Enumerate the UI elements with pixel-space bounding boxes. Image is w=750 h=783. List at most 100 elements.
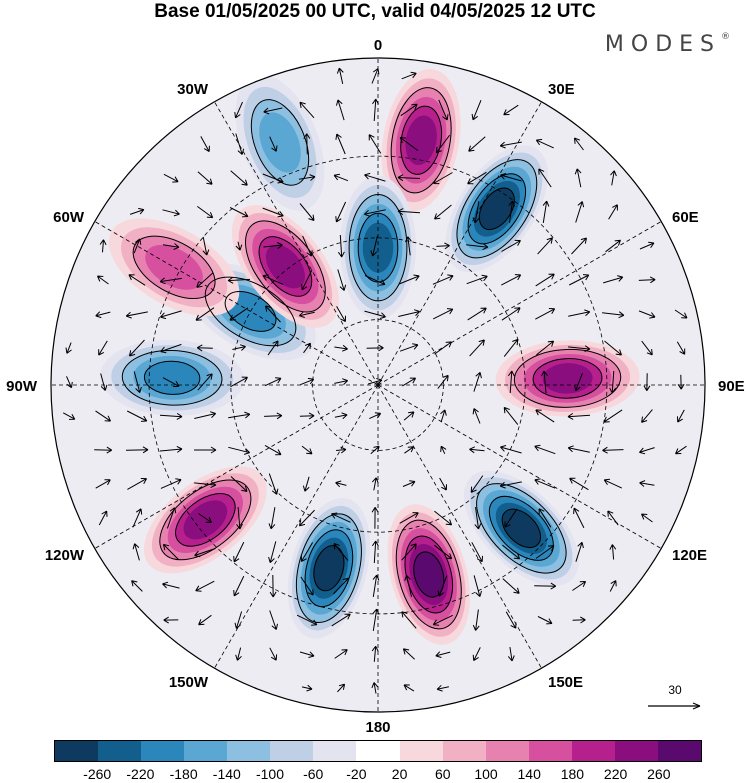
wind-vector-197	[98, 510, 108, 526]
wind-vector-269	[403, 684, 415, 692]
wind-vector-227	[575, 541, 584, 562]
wind-vector-225	[502, 544, 521, 560]
lat-lon-grid	[51, 58, 705, 712]
wind-vector-114	[366, 344, 384, 352]
colorbar-tick-12: 220	[603, 766, 628, 782]
meridian-330	[214, 101, 379, 386]
wind-vector-218	[268, 541, 277, 563]
wind-vector-157	[535, 409, 555, 423]
wind-vector-98	[467, 307, 487, 321]
wind-vector-243	[609, 580, 617, 592]
wind-vector-54	[133, 238, 142, 254]
lon-label-150w: 150W	[169, 674, 209, 691]
wind-vector-79	[398, 274, 420, 285]
wind-vector-84	[568, 274, 590, 286]
colorbar-cell-5	[270, 741, 314, 761]
wind-vector-45	[363, 209, 386, 217]
wind-vector-39	[162, 209, 180, 217]
wind-vector-155	[472, 408, 481, 424]
wind-vector-126	[133, 371, 142, 393]
wind-vector-72	[159, 277, 182, 285]
wind-vector-143	[62, 412, 76, 420]
wind-vector-103	[638, 310, 656, 319]
colorbar-cell-1	[98, 741, 142, 761]
colorbar-tick-9: 100	[474, 766, 498, 782]
wind-vector-130	[264, 377, 282, 387]
wind-vector-119	[536, 340, 555, 356]
wind-vector-141	[643, 373, 651, 391]
wind-vector-76	[301, 269, 313, 291]
wind-vector-123	[676, 341, 686, 355]
wind-vector-78	[364, 275, 386, 286]
wind-vector-53	[99, 239, 107, 253]
wind-vector-140	[609, 370, 617, 394]
wind-vector-28	[298, 174, 316, 181]
wind-vector-19	[435, 134, 450, 154]
wind-vector-38	[129, 207, 145, 215]
lon-label-150e: 150E	[548, 674, 583, 691]
contour-high-60E-2	[513, 348, 622, 408]
wind-vector-102	[602, 311, 625, 319]
colorbar-tick-13: 260	[647, 766, 671, 782]
wind-vector-249	[331, 613, 351, 627]
wind-vector-228	[609, 544, 617, 560]
wind-vector-109	[196, 344, 213, 352]
wind-vector-158	[567, 412, 591, 420]
contour-high-0-4	[400, 105, 443, 175]
wind-vector-132	[334, 378, 349, 385]
longitude-labels: 0 30E 60E 90E 120E 150E 180 150W 120W 90…	[6, 37, 745, 736]
wind-vector-213	[641, 513, 653, 523]
wind-vector-51	[575, 201, 585, 223]
wind-vector-147	[194, 411, 217, 419]
wind-vector-202	[268, 507, 276, 530]
wind-vector-191	[470, 475, 484, 493]
wind-vector-136	[473, 372, 482, 392]
wind-vector-26	[230, 170, 248, 186]
colorbar-cell-11	[528, 741, 572, 761]
wind-vector-134	[402, 377, 417, 387]
reference-vector: 30	[648, 683, 701, 710]
wind-vector-192	[499, 481, 522, 489]
meridian-240	[94, 384, 379, 549]
wind-vector-14	[269, 136, 278, 152]
wind-vector-107	[129, 339, 145, 357]
wind-vector-186	[302, 476, 310, 492]
wind-vector-146	[159, 412, 183, 420]
wind-vector-262	[402, 648, 415, 660]
wind-vector-80	[432, 274, 454, 285]
wind-vector-177	[602, 446, 624, 454]
wind-vector-221	[371, 540, 379, 564]
wind-vector-77	[337, 269, 347, 291]
wind-vector-234	[300, 576, 314, 596]
wind-vector-138	[540, 370, 548, 394]
wind-vector-16	[335, 133, 346, 155]
wind-vector-261	[371, 645, 379, 662]
wind-vector-90	[195, 307, 215, 321]
wind-vector-179	[675, 445, 687, 455]
colorbar-tick-5: -60	[303, 766, 324, 782]
wind-vector-161	[677, 409, 685, 423]
wind-vector-66	[537, 237, 553, 255]
wind-vector-121	[604, 340, 622, 356]
wind-vector-224	[471, 542, 483, 563]
wind-vector-88	[125, 311, 148, 319]
wind-vector-166	[228, 446, 251, 455]
contour-low-90W-4	[143, 360, 201, 395]
wind-vector-268	[371, 682, 379, 694]
wind-vector-104	[674, 309, 688, 319]
wind-vector-110	[232, 344, 246, 351]
contour-low-30E-4	[467, 173, 527, 245]
wind-vector-47	[434, 204, 452, 220]
contour-high-150E-6	[413, 551, 445, 598]
wind-vector-24	[163, 173, 179, 183]
wind-vector-237	[404, 574, 412, 597]
lon-label-120e: 120E	[672, 547, 707, 564]
wind-vector-204	[331, 512, 351, 523]
wind-vector-252	[432, 614, 453, 626]
wind-vector-49	[508, 200, 516, 223]
wind-vector-184	[230, 476, 248, 492]
wind-vector-151	[334, 412, 348, 420]
wind-vector-83	[535, 273, 555, 287]
colorbar-cell-0	[55, 741, 99, 761]
colorbar-tick-0: -260	[83, 766, 112, 782]
